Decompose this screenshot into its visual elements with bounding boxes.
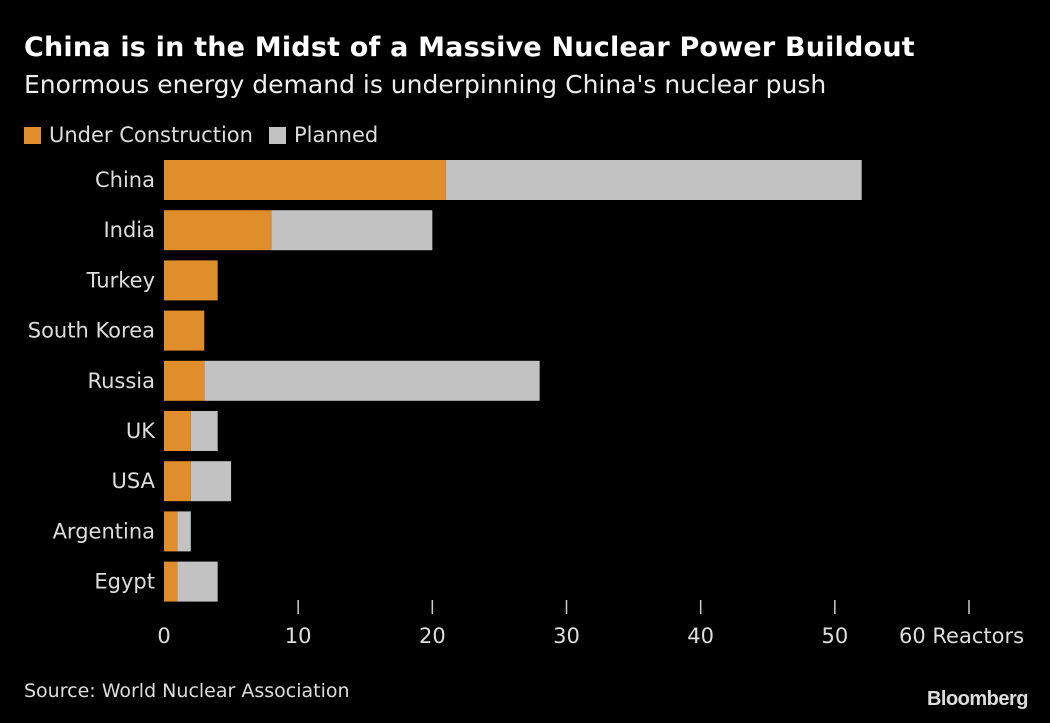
bar-under-construction bbox=[164, 360, 205, 401]
bar-under-construction bbox=[164, 160, 446, 200]
x-tick-label: 60 Reactors bbox=[899, 624, 1024, 648]
bar-planned bbox=[190, 461, 232, 502]
bar-under-construction bbox=[164, 461, 191, 502]
chart-title: China is in the Midst of a Massive Nucle… bbox=[24, 32, 915, 63]
legend-swatch-planned bbox=[268, 126, 286, 144]
x-tick-label: 20 bbox=[419, 624, 446, 648]
bar-under-construction bbox=[164, 310, 205, 351]
legend-swatch-under-construction bbox=[24, 126, 41, 144]
category-label: Russia bbox=[87, 369, 155, 393]
bar-under-construction bbox=[164, 561, 178, 602]
category-label: Argentina bbox=[53, 519, 155, 543]
category-label: USA bbox=[112, 469, 156, 493]
category-label: UK bbox=[126, 419, 156, 443]
bar-planned bbox=[177, 561, 218, 602]
x-tick-label: 40 bbox=[687, 624, 714, 648]
category-label: India bbox=[103, 218, 155, 242]
x-tick-label: 50 bbox=[821, 624, 848, 648]
legend-item-under-construction: Under Construction bbox=[24, 123, 253, 147]
bar-under-construction bbox=[164, 411, 191, 451]
bar-under-construction bbox=[164, 511, 178, 552]
category-label: South Korea bbox=[28, 319, 155, 343]
legend-label: Planned bbox=[293, 123, 379, 147]
x-tick-label: 30 bbox=[553, 624, 580, 648]
bar-planned bbox=[271, 210, 433, 251]
legend-label: Under Construction bbox=[49, 123, 253, 147]
category-label: Turkey bbox=[86, 268, 155, 292]
bar-planned bbox=[204, 360, 540, 401]
bloomberg-logo: Bloomberg bbox=[926, 688, 1029, 710]
chart-subtitle: Enormous energy demand is underpinning C… bbox=[24, 70, 827, 99]
legend-item-planned: Planned bbox=[268, 123, 379, 147]
bar-under-construction bbox=[164, 260, 218, 301]
bar-planned bbox=[177, 511, 191, 552]
bar-under-construction bbox=[164, 210, 272, 251]
category-label: China bbox=[95, 168, 155, 192]
source-note: Source: World Nuclear Association bbox=[24, 680, 350, 702]
legend: Under Construction Planned bbox=[24, 123, 394, 147]
x-tick-label: 10 bbox=[285, 624, 312, 648]
bar-planned bbox=[190, 411, 218, 451]
category-label: Egypt bbox=[94, 570, 155, 594]
bar-planned bbox=[445, 160, 862, 200]
x-tick-label: 0 bbox=[157, 624, 170, 648]
